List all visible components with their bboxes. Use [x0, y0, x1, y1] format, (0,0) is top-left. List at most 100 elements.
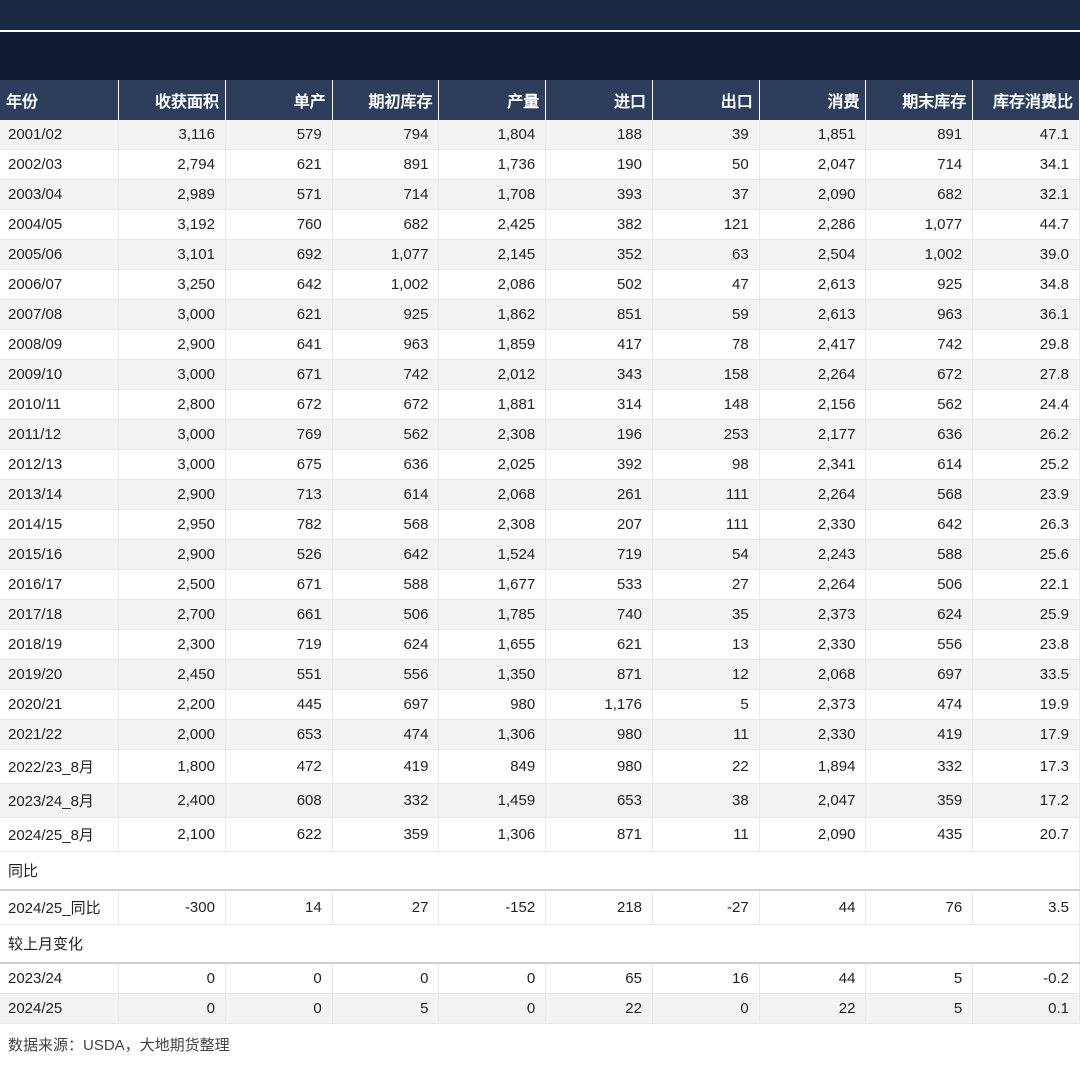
table-cell: 22.1 [973, 570, 1080, 600]
table-cell: 1,862 [439, 300, 546, 330]
table-cell: 3,000 [119, 420, 226, 450]
table-cell: 1,785 [439, 600, 546, 630]
table-cell: 1,859 [439, 330, 546, 360]
table-cell: 1,800 [119, 750, 226, 784]
table-cell: 2,900 [119, 330, 226, 360]
table-row: 2008/092,9006419631,859417782,41774229.8 [0, 330, 1080, 360]
table-cell: 11 [652, 818, 759, 852]
table-cell: 190 [546, 150, 653, 180]
section-label: 较上月变化 [0, 925, 1080, 964]
table-cell: 78 [652, 330, 759, 360]
table-cell: 474 [866, 690, 973, 720]
table-body-main: 2001/023,1165797941,804188391,85189147.1… [0, 120, 1080, 852]
table-cell: 2024/25_同比 [0, 890, 119, 925]
table-cell: 253 [652, 420, 759, 450]
table-cell: 2019/20 [0, 660, 119, 690]
table-cell: 50 [652, 150, 759, 180]
table-cell: 1,077 [332, 240, 439, 270]
table-row: 2015/162,9005266421,524719542,24358825.6 [0, 540, 1080, 570]
table-cell: 332 [332, 784, 439, 818]
table-row: 2009/103,0006717422,0123431582,26467227.… [0, 360, 1080, 390]
table-cell: 2,090 [759, 818, 866, 852]
table-cell: 1,077 [866, 210, 973, 240]
table-cell: 25.2 [973, 450, 1080, 480]
table-cell: 653 [546, 784, 653, 818]
table-cell: 742 [866, 330, 973, 360]
table-cell: 5 [332, 994, 439, 1024]
table-cell: 608 [225, 784, 332, 818]
table-cell: 158 [652, 360, 759, 390]
table-row: 2007/083,0006219251,862851592,61396336.1 [0, 300, 1080, 330]
table-cell: 19.9 [973, 690, 1080, 720]
table-cell: 980 [439, 690, 546, 720]
table-cell: 44 [759, 890, 866, 925]
table-cell: 2,100 [119, 818, 226, 852]
table-cell: 2,330 [759, 630, 866, 660]
table-row: 2002/032,7946218911,736190502,04771434.1 [0, 150, 1080, 180]
table-cell: 980 [546, 720, 653, 750]
table-cell: 1,804 [439, 120, 546, 150]
table-cell: 359 [332, 818, 439, 852]
table-cell: 314 [546, 390, 653, 420]
table-cell: 0 [119, 963, 226, 994]
table-cell: 29.8 [973, 330, 1080, 360]
table-cell: 17.2 [973, 784, 1080, 818]
table-cell: 2,613 [759, 300, 866, 330]
column-header: 库存消费比 [973, 80, 1080, 120]
table-cell: 11 [652, 720, 759, 750]
table-cell: 13 [652, 630, 759, 660]
table-cell: 661 [225, 600, 332, 630]
table-cell: 2023/24_8月 [0, 784, 119, 818]
column-header: 产量 [439, 80, 546, 120]
table-cell: 740 [546, 600, 653, 630]
table-cell: 714 [866, 150, 973, 180]
table-cell: 672 [866, 360, 973, 390]
table-cell: 2024/25 [0, 994, 119, 1024]
table-cell: 26.2 [973, 420, 1080, 450]
table-row: 2013/142,9007136142,0682611112,26456823.… [0, 480, 1080, 510]
table-row: 2001/023,1165797941,804188391,85189147.1 [0, 120, 1080, 150]
table-cell: 17.9 [973, 720, 1080, 750]
table-cell: 1,677 [439, 570, 546, 600]
table-cell: 2,900 [119, 540, 226, 570]
table-cell: 419 [866, 720, 973, 750]
table-cell: 121 [652, 210, 759, 240]
table-cell: 2023/24 [0, 963, 119, 994]
table-row: 2004/053,1927606822,4253821212,2861,0774… [0, 210, 1080, 240]
table-cell: 37 [652, 180, 759, 210]
table-cell: 111 [652, 480, 759, 510]
table-cell: 2,264 [759, 360, 866, 390]
table-cell: 636 [866, 420, 973, 450]
sub-bar [0, 30, 1080, 80]
table-cell: 2,330 [759, 720, 866, 750]
column-header: 期初库存 [332, 80, 439, 120]
table-cell: 692 [225, 240, 332, 270]
table-cell: 642 [866, 510, 973, 540]
table-cell: 2,308 [439, 510, 546, 540]
table-cell: 2004/05 [0, 210, 119, 240]
table-cell: 3,101 [119, 240, 226, 270]
table-cell: 2,145 [439, 240, 546, 270]
table-cell: 22 [652, 750, 759, 784]
table-cell: 571 [225, 180, 332, 210]
table-cell: 1,176 [546, 690, 653, 720]
table-cell: 713 [225, 480, 332, 510]
table-cell: 719 [225, 630, 332, 660]
table-cell: 506 [866, 570, 973, 600]
table-cell: 624 [866, 600, 973, 630]
table-cell: 642 [225, 270, 332, 300]
table-cell: 2016/17 [0, 570, 119, 600]
table-cell: 2014/15 [0, 510, 119, 540]
table-cell: -27 [652, 890, 759, 925]
table-cell: 0 [119, 994, 226, 1024]
table-cell: 551 [225, 660, 332, 690]
table-cell: 2,613 [759, 270, 866, 300]
table-row: 2012/133,0006756362,025392982,34161425.2 [0, 450, 1080, 480]
table-cell: 2011/12 [0, 420, 119, 450]
table-cell: 742 [332, 360, 439, 390]
table-cell: -152 [439, 890, 546, 925]
table-cell: 621 [546, 630, 653, 660]
table-cell: 2,330 [759, 510, 866, 540]
table-cell: 675 [225, 450, 332, 480]
table-row: 2022/23_8月1,800472419849980221,89433217.… [0, 750, 1080, 784]
